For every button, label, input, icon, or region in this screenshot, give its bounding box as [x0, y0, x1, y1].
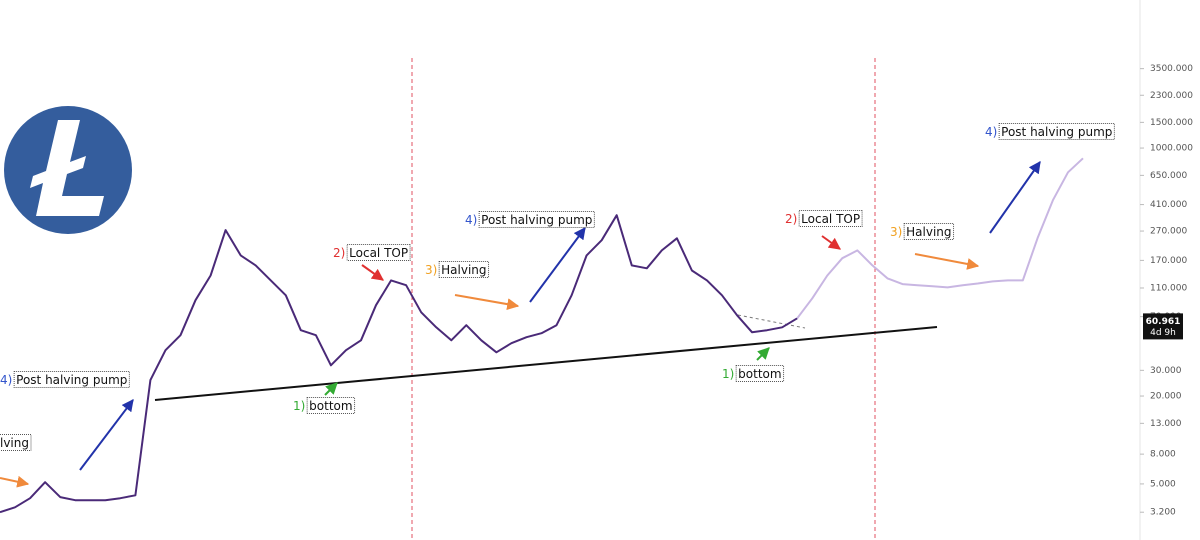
arrow	[914, 253, 980, 270]
y-tick-label: 3500.000	[1150, 64, 1193, 74]
arrows	[0, 161, 1041, 488]
y-tick-label: 270.000	[1150, 227, 1187, 237]
y-tick-label: 3.200	[1150, 508, 1176, 518]
y-tick-label: 2300.000	[1150, 91, 1193, 101]
y-tick-label: 410.000	[1150, 200, 1187, 210]
annotation-label: Post halving pump	[481, 213, 592, 227]
countdown: 4d 9h	[1150, 328, 1176, 338]
annotation-label: Local TOP	[349, 246, 408, 260]
annotation-box	[998, 123, 1115, 140]
annotation-text: 3) Halving	[425, 263, 487, 277]
annotation-box	[903, 223, 955, 240]
price-tag-box	[1143, 313, 1183, 340]
annotation-box	[0, 434, 32, 451]
annotation-text: 4) Post halving pump	[0, 373, 127, 387]
annotation: 4) Post halving pump	[0, 371, 130, 388]
annotation: 1) bottom	[293, 397, 356, 414]
annotation: 4) Post halving pump	[985, 123, 1115, 140]
annotation-label: Halving	[906, 225, 951, 239]
annotation-text: 3) Halving	[890, 225, 952, 239]
annotation: 4) Post halving pump	[465, 211, 595, 228]
arrow	[324, 382, 338, 396]
annotation-box	[13, 371, 130, 388]
y-tick-label: 5.000	[1150, 479, 1176, 489]
annotation: 3) Halving	[890, 223, 955, 240]
price-line	[0, 214, 798, 514]
annotation: 1) bottom	[722, 365, 785, 382]
price-line	[796, 157, 1084, 319]
arrow	[821, 235, 841, 250]
y-tick-label: 1500.000	[1150, 118, 1193, 128]
arrow	[529, 227, 586, 303]
annotation-text: 2) Local TOP	[333, 246, 408, 260]
annotation-label: Post halving pump	[16, 373, 127, 387]
annotation-number: 2)	[785, 212, 797, 226]
y-tick-label: 30.000	[1150, 366, 1182, 376]
annotation-label: lving	[0, 436, 29, 450]
annotation-number: 1)	[293, 399, 305, 413]
annotation-label: bottom	[738, 367, 781, 381]
annotation-text: 4) Post halving pump	[465, 213, 592, 227]
annotation-text: lving	[0, 436, 29, 450]
annotation-label: bottom	[309, 399, 352, 413]
annotation-text: 4) Post halving pump	[985, 125, 1112, 139]
annotation-text: 1) bottom	[293, 399, 353, 413]
arrow	[989, 161, 1041, 234]
annotation-label: Post halving pump	[1001, 125, 1112, 139]
price-tag: 60.961	[1146, 317, 1181, 327]
annotation-number: 2)	[333, 246, 345, 260]
annotation-number: 3)	[425, 263, 437, 277]
arrow	[79, 399, 134, 471]
y-tick-label: 20.000	[1150, 392, 1182, 402]
annotation-text: 1) bottom	[722, 367, 782, 381]
y-tick-label: 110.000	[1150, 283, 1187, 293]
y-tick-label: 8.000	[1150, 450, 1176, 460]
annotation: 2) Local TOP	[785, 210, 863, 227]
support-line	[154, 326, 938, 401]
annotation-box	[478, 211, 595, 228]
trend-line	[737, 314, 806, 329]
annotation-number: 4)	[0, 373, 12, 387]
annotation: 3) Halving	[425, 261, 490, 278]
arrow	[361, 264, 384, 281]
y-tick-label: 13.000	[1150, 419, 1182, 429]
annotation-number: 4)	[465, 213, 477, 227]
y-tick-label: 1000.000	[1150, 144, 1193, 154]
annotation: 2) Local TOP	[333, 244, 411, 261]
y-tick-label: 170.000	[1150, 256, 1187, 266]
annotation-box	[346, 244, 411, 261]
annotation-text: 2) Local TOP	[785, 212, 860, 226]
arrow	[0, 475, 30, 488]
annotation-number: 3)	[890, 225, 902, 239]
annotation-number: 1)	[722, 367, 734, 381]
annotation-number: 4)	[985, 125, 997, 139]
arrow	[756, 347, 770, 361]
litecoin-logo	[4, 106, 132, 234]
y-tick-label: 650.000	[1150, 171, 1187, 181]
annotation-box	[735, 365, 785, 382]
annotation-label: Local TOP	[801, 212, 860, 226]
arrow	[454, 294, 520, 311]
annotation: lving	[0, 434, 32, 451]
annotation-box	[306, 397, 356, 414]
annotation-box	[798, 210, 863, 227]
annotation-label: Halving	[441, 263, 486, 277]
annotation-box	[438, 261, 490, 278]
